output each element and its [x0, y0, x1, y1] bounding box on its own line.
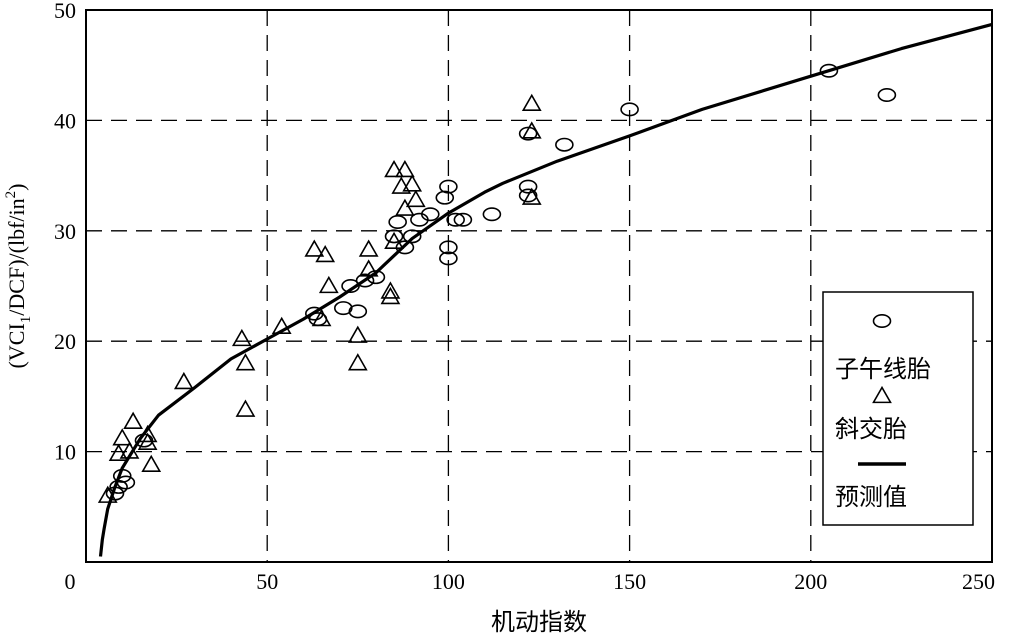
bias-tire-point: [173, 371, 194, 390]
bias-tire-point: [521, 93, 542, 112]
y-axis-title: (VCI1/DCF)/(lbf/in2): [3, 184, 34, 369]
y-axis-title-subscript: 1: [18, 316, 34, 324]
bias-tire-point: [395, 198, 415, 216]
radial-tire-point: [819, 63, 839, 78]
bias-tire-point: [358, 259, 379, 277]
legend-triangle-icon: [872, 385, 892, 404]
y-axis-ticks: 10 20 30 40 50: [54, 0, 76, 465]
radial-tire-point: [518, 188, 538, 203]
radial-tire-point: [355, 273, 375, 288]
x-tick-label: 50: [256, 569, 278, 594]
radial-tire-point: [384, 229, 404, 244]
radial-tire-point: [112, 468, 132, 483]
radial-tire-point: [366, 270, 386, 285]
bias-tire-point: [235, 353, 256, 371]
bias-tire-point: [521, 187, 542, 205]
bias-tire-point: [304, 239, 325, 257]
radial-tire-point: [341, 278, 360, 293]
legend-label: 预测值: [835, 483, 907, 511]
y-axis-title-part-3: ): [4, 184, 29, 191]
radial-tire-point: [518, 179, 538, 194]
x-axis-title: 机动指数: [491, 608, 587, 636]
bias-tire-point: [347, 353, 368, 371]
bias-tire-point: [311, 309, 332, 327]
bias-tire-point: [235, 399, 256, 417]
y-tick-label: 50: [54, 0, 76, 23]
bias-tire-point: [123, 411, 143, 429]
bias-tire-point: [141, 454, 162, 473]
y-axis-title-part-2: /DCF)/(lbf/in: [4, 198, 29, 315]
bias-tire-point: [391, 176, 412, 194]
radial-tire-point: [348, 304, 368, 319]
radial-tire-point: [388, 214, 407, 229]
bias-tire-point: [347, 325, 368, 343]
x-tick-label: 250: [962, 569, 995, 594]
radial-tire-point: [395, 240, 415, 255]
predicted-line-layer: [98, 22, 993, 557]
bias-tire-point: [402, 174, 423, 192]
bias-tire-point: [380, 281, 401, 299]
radial-tire-point: [877, 88, 897, 103]
radial-tire-point: [334, 301, 353, 316]
y-tick-label: 40: [54, 108, 76, 133]
radial-tire-point: [446, 212, 465, 227]
legend-circle-icon: [872, 313, 892, 328]
x-tick-label: 150: [613, 569, 646, 594]
bias-tire-point: [315, 244, 336, 263]
x-axis-ticks: 0 50 100 150 200 250: [65, 569, 996, 594]
radial-tire-point: [439, 251, 458, 266]
radial-tire-point: [620, 102, 639, 117]
radial-tire-point: [555, 137, 574, 152]
y-tick-label: 20: [54, 329, 76, 354]
radial-tire-point: [482, 207, 502, 222]
radial-tire-point: [453, 212, 473, 227]
bias-tire-point: [384, 159, 404, 178]
plot-frame: [85, 9, 993, 563]
bias-tire-point: [97, 485, 118, 503]
bias-tire-point: [380, 286, 401, 305]
legend-label: 子午线胎: [835, 355, 931, 383]
predicted-line: [98, 22, 993, 557]
bias-tire-point: [108, 443, 129, 461]
radial-tire-point: [439, 240, 458, 255]
bias-tire-point: [119, 441, 140, 459]
marker-layer: [97, 63, 897, 503]
bias-tire-point: [384, 231, 404, 250]
x-tick-label: 100: [432, 569, 465, 594]
bias-tire-point: [137, 432, 158, 450]
bias-tire-point: [137, 424, 158, 443]
legend-box: [822, 291, 974, 526]
radial-tire-point: [420, 207, 440, 222]
y-axis-title-superscript: 2: [3, 191, 19, 199]
y-tick-label: 30: [54, 219, 76, 244]
bias-tire-point: [231, 328, 252, 347]
bias-tire-point: [395, 159, 415, 178]
bias-tire-point: [318, 275, 339, 294]
radial-tire-point: [116, 475, 136, 490]
x-tick-label: 200: [794, 569, 827, 594]
y-axis-title-part-1: (VCI: [4, 323, 29, 368]
bias-tire-point: [112, 428, 133, 446]
x-tick-label: 0: [65, 569, 76, 594]
bias-tire-point: [405, 189, 426, 208]
bias-tire-point: [358, 239, 379, 257]
bias-tire-point: [521, 121, 542, 139]
y-tick-label: 10: [54, 440, 76, 465]
radial-tire-point: [402, 229, 422, 244]
bias-tire-point: [271, 316, 292, 335]
radial-tire-point: [439, 179, 458, 194]
radial-tire-point: [518, 126, 538, 141]
legend-label: 斜交胎: [835, 415, 907, 443]
